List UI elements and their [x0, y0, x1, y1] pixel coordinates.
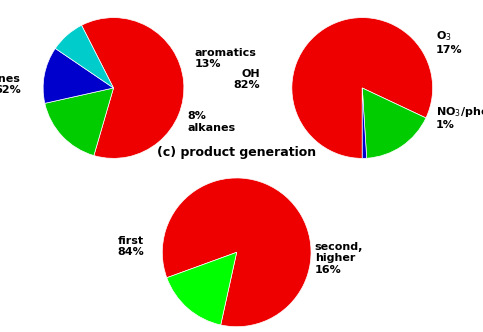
Text: 8%
alkanes: 8% alkanes [187, 111, 236, 132]
Wedge shape [162, 178, 311, 327]
Wedge shape [362, 88, 426, 158]
Text: first
84%: first 84% [117, 236, 144, 257]
Text: second,
higher
16%: second, higher 16% [315, 242, 363, 275]
Wedge shape [45, 88, 114, 156]
Wedge shape [43, 48, 114, 103]
Text: NO$_3$/photolysis
1%: NO$_3$/photolysis 1% [436, 105, 483, 130]
Text: alkenes
62%: alkenes 62% [0, 74, 21, 95]
Title: (c) product generation: (c) product generation [157, 146, 316, 159]
Text: aromatics
13%: aromatics 13% [195, 47, 256, 69]
Wedge shape [362, 88, 367, 158]
Text: O$_3$
17%: O$_3$ 17% [436, 30, 463, 55]
Wedge shape [82, 18, 184, 158]
Wedge shape [167, 252, 237, 325]
Wedge shape [55, 25, 114, 88]
Wedge shape [292, 18, 433, 158]
Text: OH
82%: OH 82% [234, 69, 260, 90]
